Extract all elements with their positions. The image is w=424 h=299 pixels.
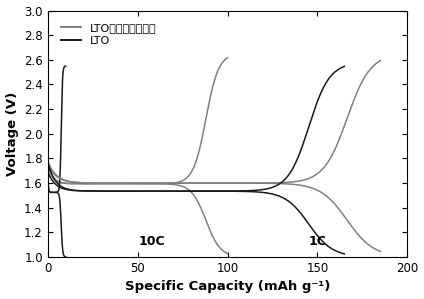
Legend: LTO（三聚氰胺　）, LTO: LTO（三聚氰胺 ）, LTO — [57, 19, 161, 51]
X-axis label: Specific Capacity (mAh g⁻¹): Specific Capacity (mAh g⁻¹) — [125, 280, 330, 293]
Y-axis label: Voltage (V): Voltage (V) — [6, 92, 19, 176]
Text: 10C: 10C — [139, 235, 165, 248]
Text: 1C: 1C — [309, 235, 326, 248]
